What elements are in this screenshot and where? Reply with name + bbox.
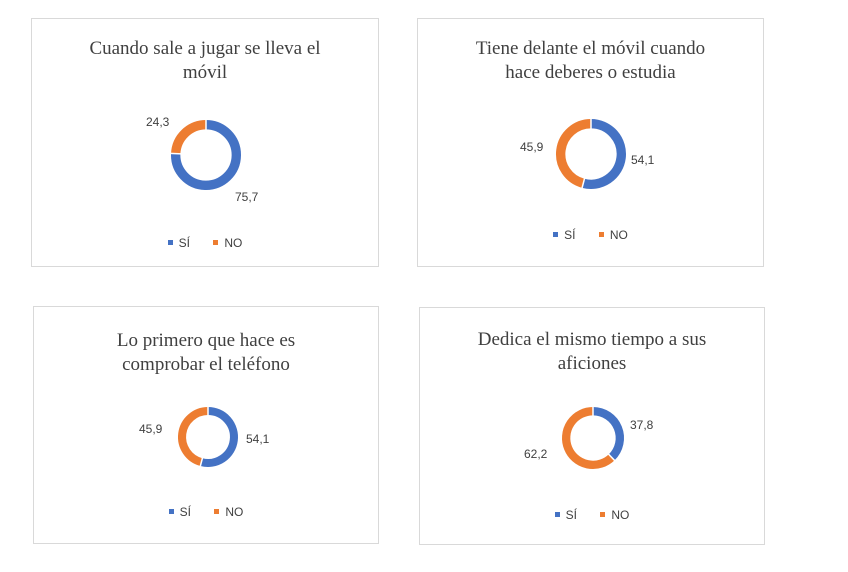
legend-label-no: NO	[609, 227, 628, 242]
donut-chart	[170, 119, 241, 190]
donut-segment-no	[178, 407, 209, 467]
chart-panel-4: Dedica el mismo tiempo a sus aficiones 3…	[419, 307, 765, 545]
legend-item-si: SÍ	[168, 504, 191, 519]
legend-item-no: NO	[600, 508, 629, 522]
donut-segment-si	[200, 407, 238, 467]
chart-panel-3: Lo primero que hace es comprobar el telé…	[33, 306, 379, 544]
legend-item-no: NO	[213, 236, 242, 250]
chart-title: Tiene delante el móvil cuando hace deber…	[475, 38, 706, 83]
legend-item-si: SÍ	[167, 235, 190, 250]
legend-swatch-no	[600, 512, 606, 517]
data-label-no: 45,9	[139, 422, 163, 436]
chart-title: Dedica el mismo tiempo a sus aficiones	[477, 329, 707, 374]
data-label-no: 24,3	[146, 115, 170, 129]
chart-panel-2: Tiene delante el móvil cuando hace deber…	[417, 18, 764, 267]
legend-label-no: NO	[611, 507, 630, 522]
legend-item-no: NO	[598, 227, 628, 242]
legend-label-si: SÍ	[178, 235, 190, 250]
chart-legend: SÍ NO	[418, 226, 763, 242]
legend-swatch-si	[168, 509, 174, 514]
legend-item-si: SÍ	[554, 507, 577, 522]
segment-separator	[607, 453, 616, 462]
legend-swatch-si	[554, 512, 560, 517]
legend-label-si: SÍ	[565, 507, 577, 522]
data-label-si: 54,1	[246, 432, 270, 446]
segment-separator	[199, 457, 204, 468]
donut-segment-si	[171, 120, 241, 190]
legend-item-no: NO	[214, 505, 243, 519]
donut-chart	[562, 406, 624, 469]
data-label-si: 37,8	[630, 418, 654, 432]
legend-swatch-si	[553, 232, 559, 237]
legend-swatch-no	[214, 509, 220, 514]
legend-swatch-no	[213, 240, 219, 245]
data-label-si: 75,7	[235, 190, 259, 204]
donut-segment-no	[556, 119, 592, 188]
legend-label-si: SÍ	[179, 504, 191, 519]
chart-panel-1: Cuando sale a jugar se lleva el móvil 75…	[31, 18, 379, 267]
chart-title: Cuando sale a jugar se lleva el móvil	[89, 38, 321, 83]
donut-segment-no	[171, 120, 207, 155]
donut-chart	[556, 118, 626, 190]
legend-label-no: NO	[224, 235, 243, 250]
donut-segment-no	[562, 407, 615, 469]
legend-swatch-si	[167, 240, 173, 245]
data-label-no: 45,9	[520, 140, 544, 154]
data-label-si: 54,1	[631, 153, 655, 167]
legend-item-si: SÍ	[553, 227, 576, 242]
data-label-no: 62,2	[524, 447, 548, 461]
legend-swatch-no	[598, 232, 604, 237]
chart-legend: SÍ NO	[32, 234, 378, 250]
legend-label-no: NO	[225, 504, 244, 519]
chart-title: Lo primero que hace es comprobar el telé…	[116, 330, 296, 375]
legend-label-si: SÍ	[564, 227, 576, 242]
chart-legend: SÍ NO	[34, 503, 378, 519]
donut-segment-si	[592, 407, 624, 461]
chart-legend: SÍ NO	[420, 506, 764, 522]
donut-segment-si	[582, 119, 626, 189]
donut-chart	[178, 406, 238, 468]
segment-separator	[581, 177, 586, 190]
